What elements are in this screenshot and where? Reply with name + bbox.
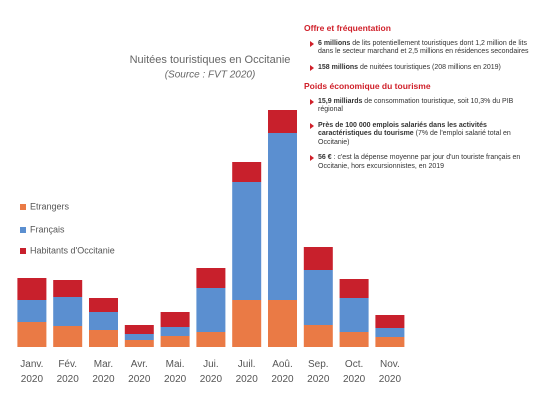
- bullet-bold: 158 millions: [318, 63, 359, 71]
- bullet-text: (7% de l'emploi salarié total en Occitan…: [318, 130, 511, 146]
- bar-segment: [17, 322, 47, 347]
- bar-segment: [232, 162, 262, 182]
- x-tick-label: Juil. 2020: [235, 359, 258, 385]
- legend-swatch: [20, 227, 26, 233]
- legend-label: Français: [30, 224, 65, 234]
- x-tick-label: Jui. 2020: [199, 359, 223, 385]
- x-tick-label: Nov. 2020: [378, 359, 402, 385]
- bullet-item: 6 millions de lits potentiellement touri…: [300, 40, 540, 57]
- bar-segment: [196, 288, 226, 332]
- bullet-item: 56 € : c'est la dépense moyenne par jour…: [300, 154, 540, 171]
- bullet-text: de lits potentiellement touristiques don…: [318, 39, 529, 56]
- x-tick-label: Avr. 2020: [128, 359, 151, 385]
- section-heading: Offre et fréquentation: [304, 23, 391, 33]
- legend-swatch: [20, 248, 26, 254]
- bar-segment: [53, 326, 83, 347]
- bullet-item: Près de 100 000 emplois salariés dans le…: [300, 122, 540, 148]
- bar-segment: [268, 133, 297, 300]
- bar-segment: [339, 279, 369, 298]
- x-tick-label: Oct. 2020: [342, 359, 366, 385]
- chart-subtitle: (Source : FVT 2020): [165, 70, 256, 81]
- bar-segment: [89, 312, 118, 330]
- legend-swatch: [20, 204, 26, 210]
- bar-segment: [89, 330, 118, 347]
- bar-segment: [53, 297, 83, 326]
- bar-segment: [339, 332, 369, 347]
- bullet-text: de consommation touristique, soit 10,3% …: [318, 97, 514, 114]
- bar-segment: [89, 298, 118, 312]
- bar-segment: [53, 280, 83, 297]
- bar-segment: [124, 334, 154, 340]
- bar-segment: [17, 300, 47, 322]
- bar-segment: [303, 247, 333, 270]
- x-tick-label: Aoû. 2020: [271, 359, 294, 385]
- bar-segment: [160, 312, 190, 327]
- bar-segment: [124, 325, 154, 334]
- section: Offre et fréquentation 6 millions de lits…: [300, 24, 540, 72]
- x-tick-label: Mai. 2020: [163, 359, 187, 385]
- bar-segment: [232, 182, 262, 300]
- bar-segment: [268, 110, 297, 133]
- bullet-bold: Près de 100 000 emplois salariés dans le…: [318, 121, 487, 138]
- bar-segment: [303, 270, 333, 325]
- bar-segment: [339, 298, 369, 332]
- bar-segment: [232, 300, 262, 347]
- legend-label: Habitants d'Occitanie: [30, 245, 115, 255]
- chart-title: Nuitées touristiques en Occitanie: [130, 54, 291, 66]
- bar-segment: [375, 315, 405, 328]
- bar-segment: [17, 278, 47, 300]
- bar-segment: [375, 337, 405, 347]
- legend-label: Etrangers: [30, 201, 70, 211]
- bar-segment: [196, 332, 226, 347]
- bullet-text: : c'est la dépense moyenne par jour d'un…: [318, 154, 521, 170]
- bullet-item: 15,9 milliards de consommation touristiq…: [300, 98, 540, 115]
- x-tick-label: Janv. 2020: [20, 359, 44, 385]
- section: Poids économique du tourisme 15,9 milliar…: [300, 82, 540, 171]
- bullet-item: 158 millions de nuitées touristiques (20…: [300, 64, 540, 73]
- bullet-text: de nuitées touristiques (208 millions en…: [358, 63, 501, 71]
- bullet-bold: 56 €: [318, 154, 332, 161]
- bar-segment: [160, 327, 190, 336]
- bullet-bold: 15,9 milliards: [318, 97, 363, 105]
- bullet-bold: 6 millions: [318, 39, 351, 47]
- bar-segment: [124, 340, 154, 347]
- bar-segment: [160, 336, 190, 347]
- bar-segment: [375, 328, 405, 337]
- section-heading: Poids économique du tourisme: [304, 81, 431, 91]
- x-tick-label: Mar. 2020: [92, 359, 115, 385]
- x-tick-label: Fév. 2020: [56, 359, 79, 385]
- info-panel: Offre et fréquentation 6 millions de lits…: [300, 24, 540, 181]
- bar-segment: [196, 268, 226, 288]
- bar-segment: [268, 300, 297, 347]
- bar-segment: [303, 325, 333, 347]
- x-tick-label: Sep. 2020: [307, 359, 330, 385]
